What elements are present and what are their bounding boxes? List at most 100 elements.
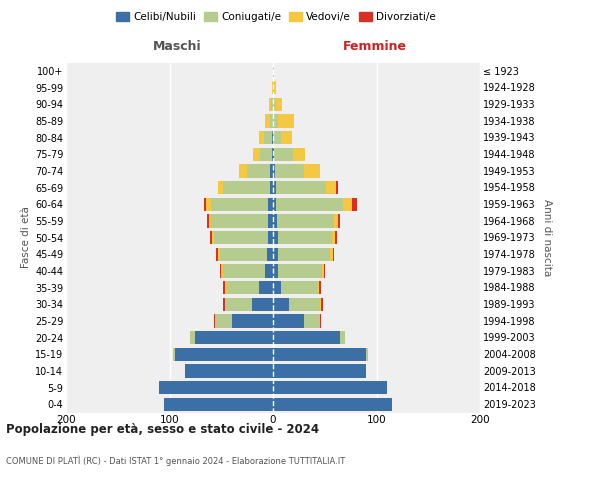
Bar bbox=[265, 264, 273, 278]
Bar bbox=[338, 214, 340, 228]
Bar bbox=[273, 164, 275, 177]
Bar bbox=[270, 181, 273, 194]
Bar bbox=[220, 264, 221, 278]
Bar bbox=[203, 198, 206, 211]
Bar bbox=[278, 231, 332, 244]
Bar bbox=[232, 314, 273, 328]
Bar bbox=[259, 281, 273, 294]
Bar bbox=[317, 281, 319, 294]
Bar bbox=[214, 314, 215, 328]
Bar bbox=[215, 314, 216, 328]
Bar bbox=[281, 131, 292, 144]
Bar bbox=[334, 214, 338, 228]
Bar bbox=[320, 298, 323, 311]
Bar bbox=[273, 81, 274, 94]
Bar bbox=[269, 98, 271, 111]
Bar bbox=[332, 231, 335, 244]
Y-axis label: Fasce di età: Fasce di età bbox=[20, 206, 31, 268]
Bar bbox=[278, 114, 294, 128]
Bar bbox=[276, 181, 326, 194]
Bar bbox=[273, 131, 281, 144]
Bar bbox=[216, 314, 232, 328]
Text: Maschi: Maschi bbox=[152, 40, 202, 52]
Bar bbox=[196, 331, 273, 344]
Bar bbox=[268, 198, 273, 211]
Bar bbox=[272, 148, 273, 161]
Bar bbox=[273, 398, 392, 411]
Y-axis label: Anni di nascita: Anni di nascita bbox=[542, 199, 553, 276]
Bar bbox=[270, 114, 273, 128]
Bar bbox=[273, 181, 276, 194]
Bar bbox=[259, 131, 263, 144]
Bar bbox=[278, 264, 322, 278]
Bar bbox=[273, 98, 276, 111]
Bar bbox=[274, 81, 276, 94]
Bar bbox=[273, 314, 304, 328]
Bar bbox=[253, 298, 273, 311]
Bar bbox=[273, 148, 274, 161]
Bar bbox=[268, 231, 273, 244]
Bar bbox=[366, 348, 368, 361]
Bar bbox=[352, 198, 357, 211]
Bar bbox=[273, 364, 366, 378]
Bar bbox=[223, 298, 226, 311]
Bar bbox=[336, 181, 338, 194]
Bar bbox=[212, 231, 214, 244]
Bar bbox=[277, 214, 334, 228]
Bar bbox=[273, 198, 276, 211]
Bar bbox=[239, 164, 247, 177]
Bar bbox=[275, 164, 304, 177]
Bar bbox=[273, 248, 278, 261]
Text: COMUNE DI PLATÌ (RC) - Dati ISTAT 1° gennaio 2024 - Elaborazione TUTTITALIA.IT: COMUNE DI PLATÌ (RC) - Dati ISTAT 1° gen… bbox=[6, 455, 345, 466]
Legend: Celibi/Nubili, Coniugati/e, Vedovi/e, Divorziati/e: Celibi/Nubili, Coniugati/e, Vedovi/e, Di… bbox=[112, 8, 440, 26]
Bar bbox=[211, 214, 268, 228]
Bar bbox=[273, 214, 277, 228]
Bar bbox=[304, 164, 320, 177]
Bar bbox=[207, 214, 209, 228]
Bar bbox=[185, 364, 273, 378]
Bar bbox=[270, 164, 273, 177]
Bar bbox=[173, 348, 175, 361]
Bar bbox=[247, 164, 270, 177]
Bar bbox=[209, 214, 211, 228]
Bar bbox=[278, 248, 330, 261]
Bar bbox=[335, 231, 337, 244]
Bar bbox=[276, 198, 343, 211]
Bar bbox=[210, 231, 212, 244]
Bar bbox=[273, 348, 366, 361]
Bar bbox=[226, 281, 227, 294]
Bar bbox=[273, 114, 278, 128]
Bar bbox=[211, 198, 268, 211]
Bar bbox=[159, 381, 273, 394]
Bar bbox=[190, 331, 196, 344]
Bar bbox=[276, 98, 283, 111]
Bar bbox=[330, 248, 333, 261]
Bar bbox=[304, 314, 320, 328]
Bar bbox=[273, 64, 274, 78]
Bar bbox=[326, 181, 336, 194]
Bar bbox=[206, 198, 211, 211]
Bar bbox=[227, 281, 259, 294]
Bar bbox=[226, 298, 253, 311]
Bar bbox=[273, 331, 340, 344]
Bar bbox=[281, 281, 317, 294]
Bar bbox=[218, 181, 223, 194]
Bar bbox=[273, 231, 278, 244]
Bar bbox=[218, 248, 220, 261]
Bar bbox=[343, 198, 352, 211]
Bar bbox=[265, 114, 270, 128]
Text: Femmine: Femmine bbox=[343, 40, 407, 52]
Bar bbox=[253, 148, 260, 161]
Bar bbox=[164, 398, 273, 411]
Bar bbox=[324, 264, 325, 278]
Bar bbox=[322, 264, 324, 278]
Bar bbox=[220, 248, 267, 261]
Bar bbox=[293, 148, 305, 161]
Bar bbox=[319, 281, 320, 294]
Bar bbox=[273, 381, 387, 394]
Bar bbox=[273, 281, 281, 294]
Bar bbox=[216, 248, 218, 261]
Bar bbox=[223, 181, 270, 194]
Bar bbox=[263, 131, 272, 144]
Bar bbox=[221, 264, 223, 278]
